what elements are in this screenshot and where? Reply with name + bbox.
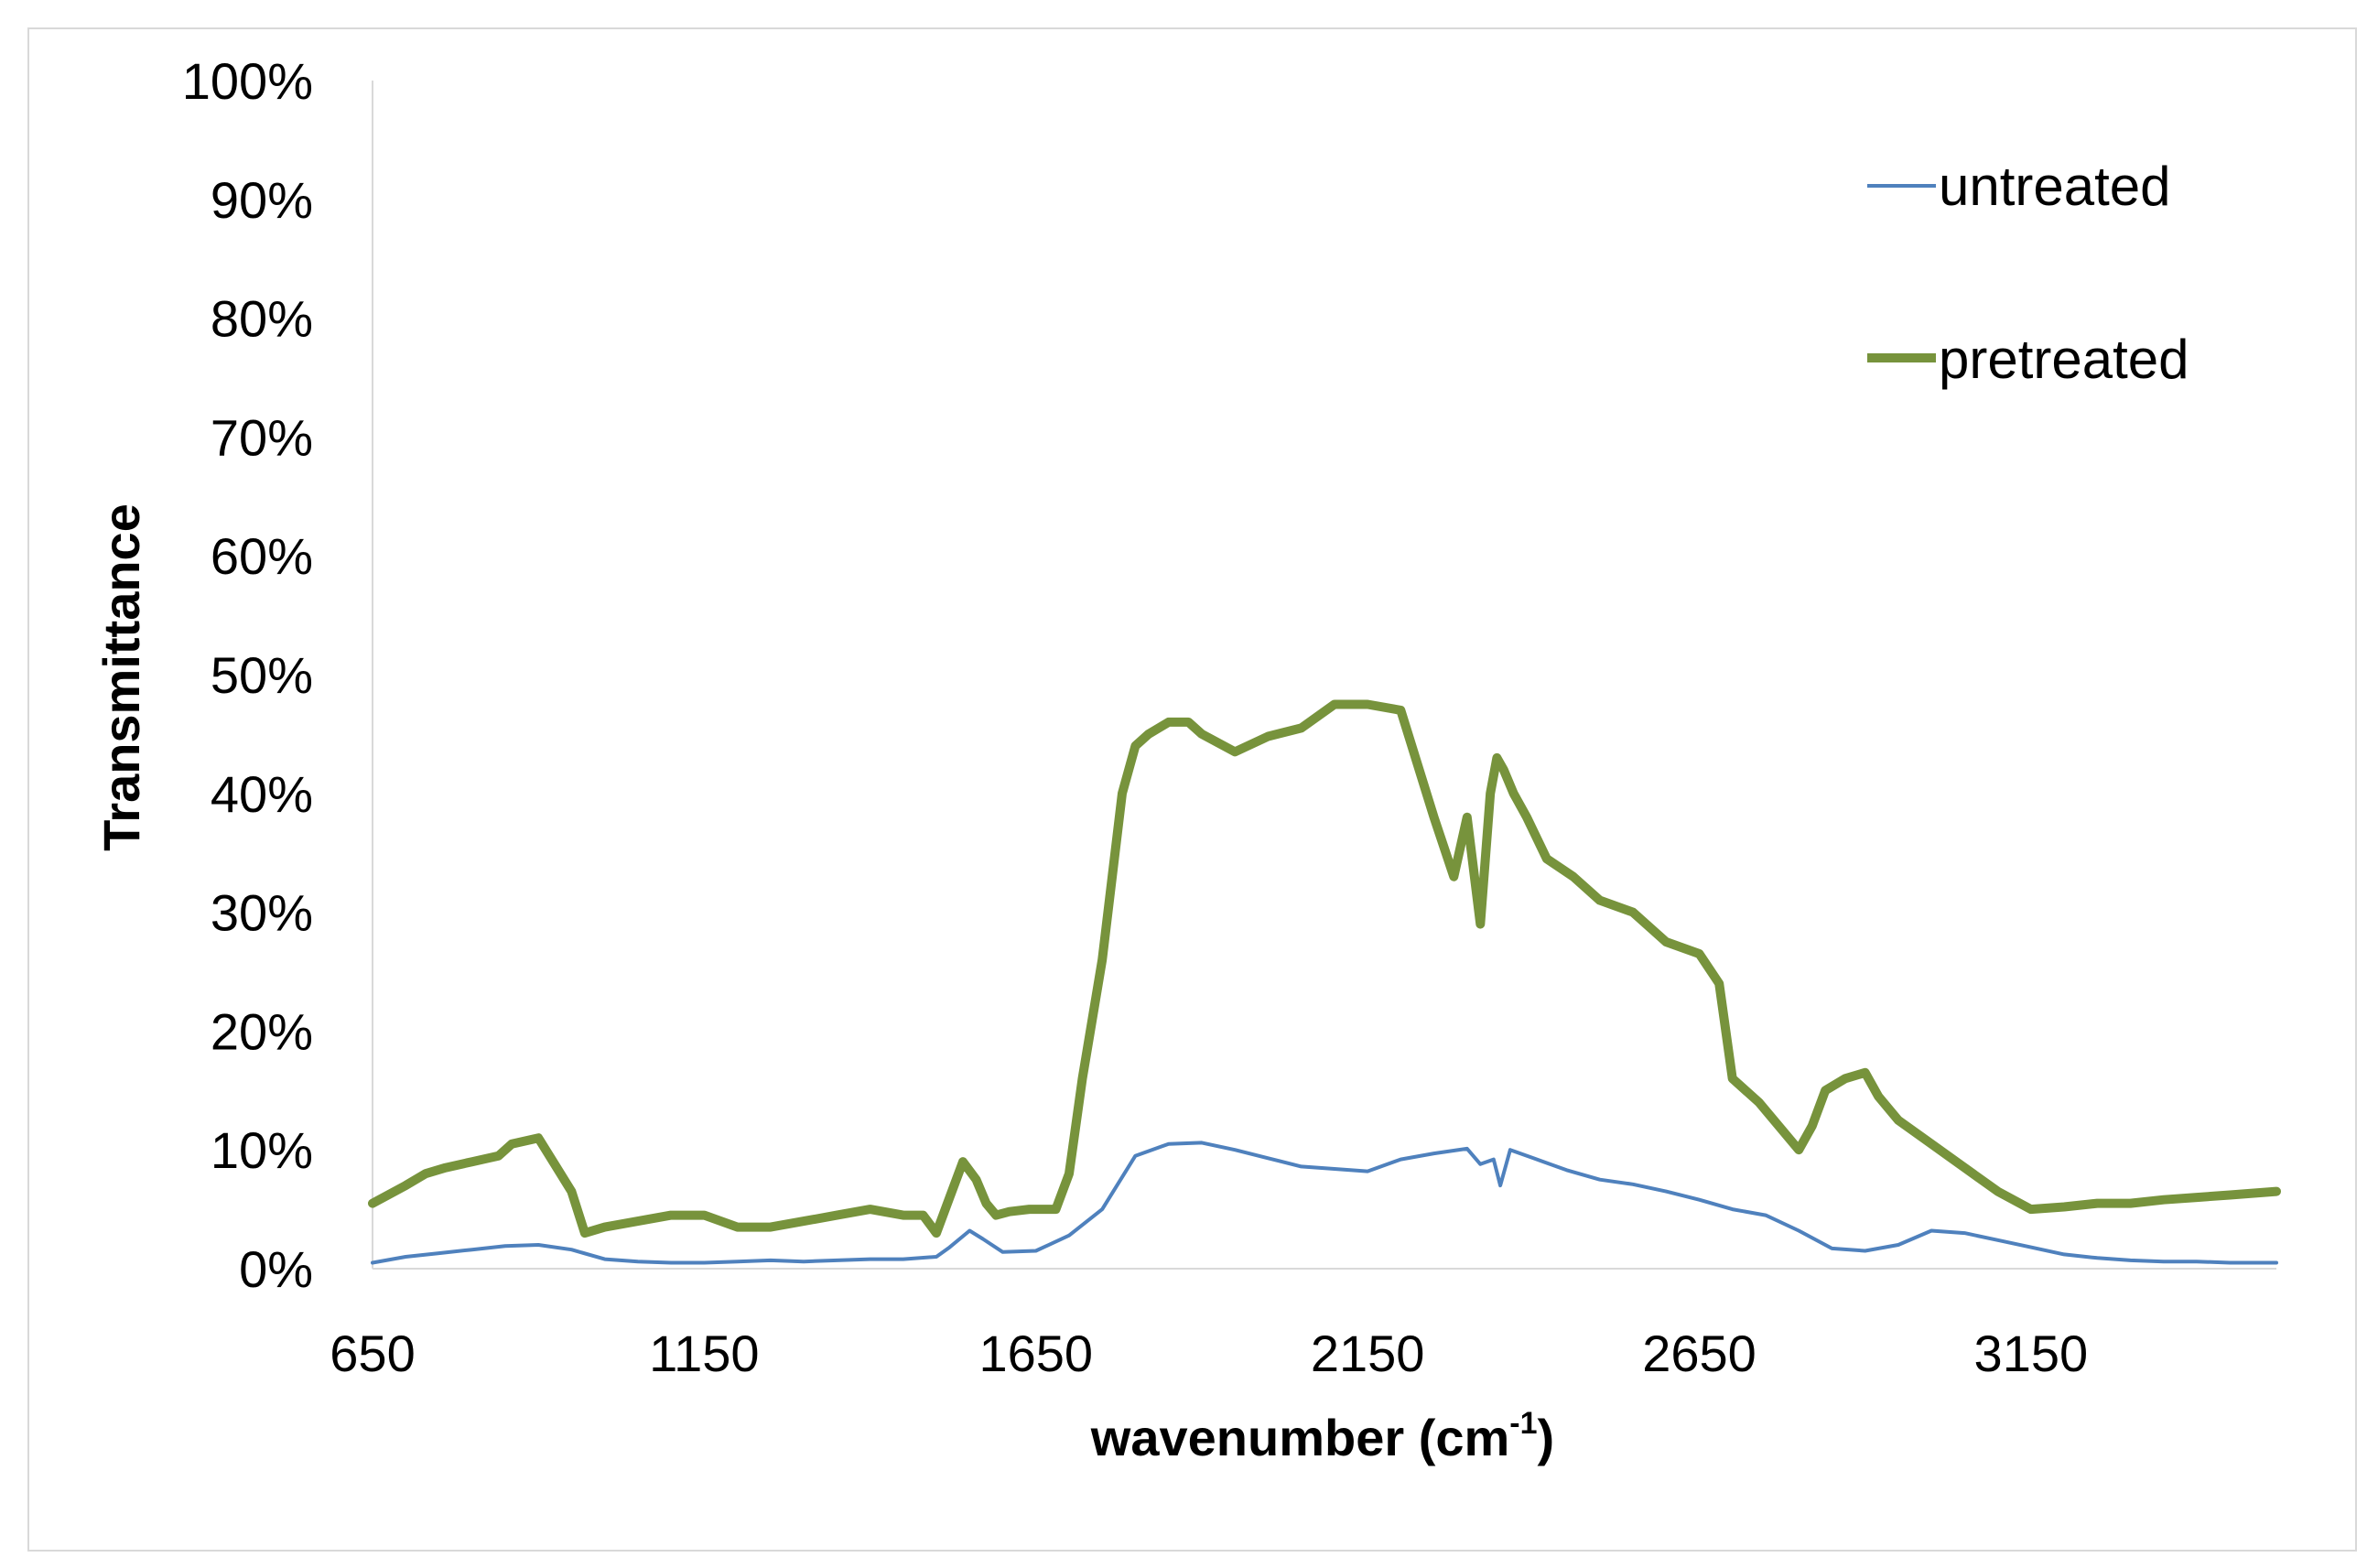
y-tick-label: 40%: [211, 765, 313, 823]
legend-label-untreated: untreated: [1939, 156, 2171, 217]
x-axis-title-suffix: ): [1538, 1409, 1555, 1466]
x-axis-title-main: wavenumber (cm: [1090, 1409, 1510, 1466]
x-tick-label: 2650: [1642, 1325, 1756, 1382]
chart-frame: [27, 27, 2357, 1552]
x-axis-title-superscript: -1: [1509, 1406, 1537, 1441]
y-tick-label: 80%: [211, 290, 313, 348]
series-line-pretreated: [368, 699, 2281, 1238]
legend: untreated pretreated: [1867, 156, 2189, 390]
y-tick-label: 60%: [211, 527, 313, 585]
x-axis-title: wavenumber (cm-1): [1090, 1406, 1554, 1466]
x-tick-label: 1650: [978, 1325, 1093, 1382]
x-axis: 650 1150 1650 2150 2650 3150: [330, 1268, 2276, 1382]
x-tick-label: 650: [330, 1325, 415, 1382]
x-tick-label: 1150: [649, 1325, 759, 1382]
y-tick-label: 100%: [182, 52, 313, 110]
y-tick-label: 0%: [239, 1240, 313, 1298]
y-tick-label: 70%: [211, 408, 313, 466]
y-tick-label: 10%: [211, 1121, 313, 1179]
legend-label-pretreated: pretreated: [1939, 329, 2189, 390]
y-axis-title: Transmittance: [92, 503, 150, 851]
y-tick-label: 30%: [211, 884, 313, 942]
y-tick-label: 20%: [211, 1002, 313, 1060]
series-line-untreated: [371, 1141, 2278, 1265]
x-tick-label: 2150: [1311, 1325, 1425, 1382]
y-tick-label: 50%: [211, 646, 313, 704]
y-tick-label: 90%: [211, 171, 313, 229]
y-axis: 0% 10% 20% 30% 40% 50% 60% 70% 80% 90% 100%: [182, 52, 373, 1298]
x-tick-label: 3150: [1974, 1325, 2089, 1382]
series-lines: [368, 699, 2281, 1265]
